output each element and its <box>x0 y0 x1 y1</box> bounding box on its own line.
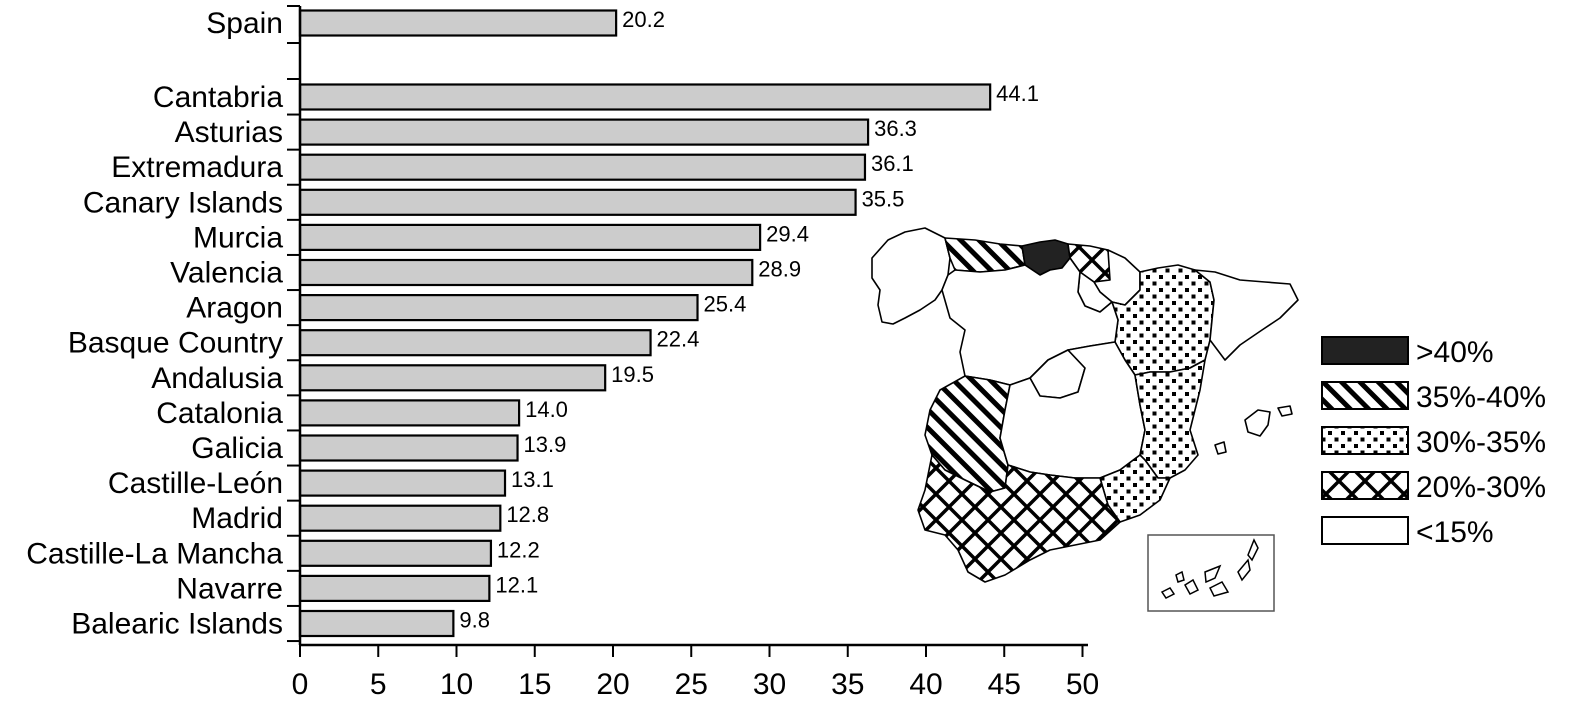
legend-label: 35%-40% <box>1416 381 1546 414</box>
legend-swatch-solid <box>1321 336 1409 365</box>
legend-swatch-blank <box>1321 516 1409 545</box>
category-label: Basque Country <box>68 327 283 360</box>
category-label: Cantabria <box>153 81 283 114</box>
value-labels: 20.2 44.1 36.3 36.1 35.5 29.4 28.9 25.422.419.5… <box>459 7 1039 633</box>
legend-swatch-dots <box>1321 426 1409 455</box>
value-label: 36.3 <box>874 116 917 141</box>
x-tick-label: 15 <box>518 668 551 701</box>
x-tick-label: 30 <box>753 668 786 701</box>
legend-label: >40% <box>1416 336 1494 369</box>
category-label: Madrid <box>191 502 283 535</box>
bar-balearic-islands <box>298 609 455 638</box>
category-label: Navarre <box>176 572 283 605</box>
bar-navarre <box>298 574 491 603</box>
value-label: 12.8 <box>506 502 549 527</box>
bar-madrid <box>298 504 502 532</box>
bar-asturias <box>298 118 870 146</box>
map-region-castilla-leon <box>941 257 1119 386</box>
value-label: 13.1 <box>511 467 554 492</box>
value-label: 44.1 <box>996 81 1039 106</box>
legend-swatch-diagonal <box>1321 381 1409 410</box>
x-tick-label: 5 <box>370 668 387 701</box>
x-tick-label: 50 <box>1066 668 1099 701</box>
bar-aragon <box>298 294 699 322</box>
x-axis-ticks: 0 5 10 15 20 25 30 35 40 45 50 <box>292 645 1099 701</box>
value-label: 12.2 <box>497 537 540 562</box>
x-tick-label: 45 <box>988 668 1021 701</box>
value-label: 20.2 <box>622 7 665 32</box>
bar-castille-la-mancha <box>298 539 493 567</box>
value-label: 29.4 <box>766 221 809 246</box>
category-label: Extremadura <box>111 151 283 184</box>
bar-murcia <box>298 223 762 251</box>
x-tick-label: 20 <box>596 668 629 701</box>
value-label: 13.9 <box>524 432 567 457</box>
category-label: Castille-León <box>108 467 283 500</box>
x-tick-label: 40 <box>909 668 942 701</box>
map-region-catalonia <box>1194 269 1299 361</box>
x-tick-label: 35 <box>831 668 864 701</box>
bar-basque-country <box>298 329 652 357</box>
category-labels: Spain CantabriaAsturiasExtremaduraCanary … <box>26 7 283 641</box>
map-region-andalusia <box>917 454 1121 583</box>
y-axis-ticks <box>287 5 300 643</box>
x-tick-label: 0 <box>292 668 309 701</box>
legend-swatch-zigzag <box>1321 471 1409 500</box>
bar-canary-islands <box>298 188 857 216</box>
bar-castille-le-n <box>298 469 507 497</box>
bar-andalusia <box>298 364 607 392</box>
legend-label: <15% <box>1416 516 1494 549</box>
bar-extremadura <box>298 153 867 181</box>
value-label: 28.9 <box>758 257 801 282</box>
value-label: 35.5 <box>862 186 905 211</box>
category-label: Catalonia <box>156 397 283 430</box>
spain-map <box>871 227 1299 612</box>
legend-label: 30%-35% <box>1416 426 1546 459</box>
x-tick-label: 10 <box>440 668 473 701</box>
value-label: 14.0 <box>525 397 568 422</box>
category-label: Andalusia <box>151 362 283 395</box>
map-region-galicia <box>871 227 951 325</box>
value-label: 19.5 <box>611 362 654 387</box>
x-tick-label: 25 <box>675 668 708 701</box>
map-legend: >40% 35%-40% 30%-35% 20%-30% <15% <box>1321 336 1546 549</box>
value-label: 9.8 <box>459 608 490 633</box>
map-region-asturias <box>944 237 1026 273</box>
category-label: Galicia <box>191 432 283 465</box>
category-label: Castille-La Mancha <box>26 537 283 570</box>
category-label: Canary Islands <box>83 186 283 219</box>
map-region-valencia <box>1134 359 1206 479</box>
bar-spain <box>298 9 618 37</box>
category-label: Murcia <box>193 221 283 254</box>
bar-catalonia <box>298 399 521 427</box>
value-label: 12.1 <box>495 572 538 597</box>
category-label: Aragon <box>186 292 283 325</box>
bar-valencia <box>298 258 754 287</box>
canary-islands-inset-frame <box>1147 534 1275 612</box>
legend-label: 20%-30% <box>1416 471 1546 504</box>
value-label: 36.1 <box>871 151 914 176</box>
category-label: Asturias <box>175 116 283 149</box>
bar-series <box>298 9 992 638</box>
bar-galicia <box>298 434 519 462</box>
bar-cantabria <box>298 83 992 111</box>
category-label: Balearic Islands <box>71 608 283 641</box>
map-balearic-islands <box>1214 405 1293 455</box>
value-label: 25.4 <box>704 292 747 317</box>
category-label: Valencia <box>170 257 283 290</box>
value-label: 22.4 <box>657 327 700 352</box>
map-canary-islands <box>1160 538 1259 599</box>
category-label: Spain <box>206 7 283 40</box>
